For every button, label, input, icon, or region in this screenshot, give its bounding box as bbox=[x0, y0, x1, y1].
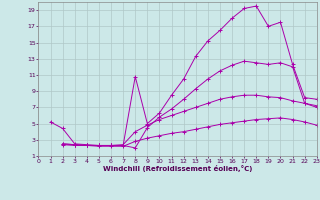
X-axis label: Windchill (Refroidissement éolien,°C): Windchill (Refroidissement éolien,°C) bbox=[103, 165, 252, 172]
